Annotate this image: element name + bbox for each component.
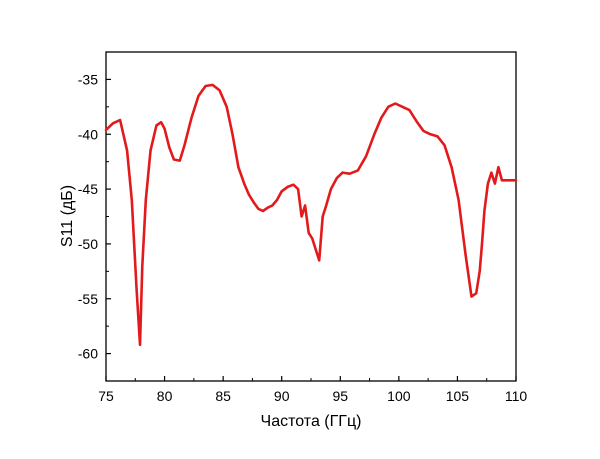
y-tick-label: -55 (78, 291, 98, 307)
x-tick-label: 100 (387, 388, 411, 404)
x-tick-label: 85 (215, 388, 231, 404)
y-tick-label: -45 (78, 181, 98, 197)
x-axis-label: Частота (ГГц) (261, 413, 362, 430)
x-tick-label: 75 (98, 388, 114, 404)
series-layer (104, 83, 518, 347)
y-tick-label: -35 (78, 71, 98, 87)
y-tick-label: -40 (78, 126, 98, 142)
y-axis-label: S11 (дБ) (59, 185, 76, 247)
plot-area-border (105, 51, 517, 382)
x-tick-label: 90 (274, 388, 290, 404)
y-axis-ticks: -60 -55 -50 -45 -40 -35 (78, 51, 111, 382)
y-tick-label: -50 (78, 236, 98, 252)
plot-frame (105, 51, 517, 382)
x-axis-ticks: 75 80 85 90 95 100 105 110 (98, 376, 527, 404)
x-tick-label: 105 (446, 388, 470, 404)
x-tick-label: 110 (505, 388, 528, 404)
y-tick-label: -60 (78, 346, 98, 362)
series-line-0 (104, 83, 518, 347)
x-tick-label: 80 (157, 388, 173, 404)
x-tick-label: 95 (332, 388, 348, 404)
